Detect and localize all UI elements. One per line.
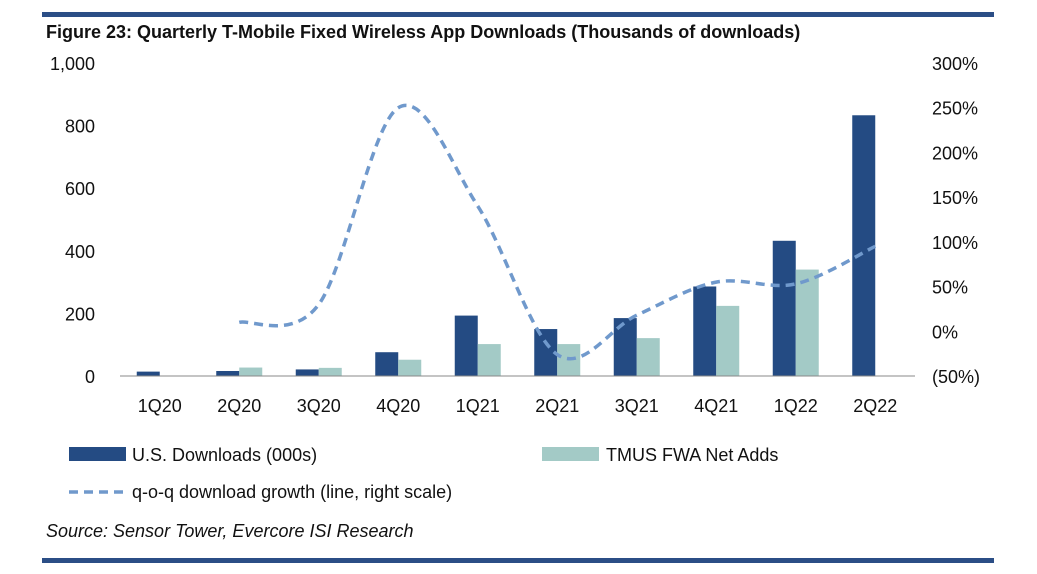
x-tick-label: 4Q20 (376, 396, 420, 416)
downloads-bar (216, 370, 240, 376)
net-adds-bar (239, 367, 263, 376)
y-left-tick-label: 600 (65, 179, 95, 199)
source-note: Source: Sensor Tower, Evercore ISI Resea… (46, 521, 414, 541)
net-adds-bar (477, 344, 501, 376)
net-adds-bar (398, 359, 422, 376)
x-tick-label: 3Q21 (615, 396, 659, 416)
y-right-tick-label: 200% (932, 143, 978, 163)
y-left-tick-label: 200 (65, 304, 95, 324)
legend-label-growth: q-o-q download growth (line, right scale… (132, 482, 452, 502)
x-tick-label: 2Q20 (217, 396, 261, 416)
net-adds-bar (716, 305, 740, 376)
y-right-tick-label: 300% (932, 54, 978, 74)
top-rule (42, 12, 994, 17)
x-tick-label: 2Q21 (535, 396, 579, 416)
net-adds-bar (636, 338, 660, 376)
y-right-tick-label: 150% (932, 188, 978, 208)
y-right-tick-label: (50%) (932, 367, 980, 387)
downloads-bar (852, 115, 876, 377)
y-right-tick-label: 0% (932, 322, 958, 342)
x-tick-label: 1Q22 (774, 396, 818, 416)
chart-title: Figure 23: Quarterly T-Mobile Fixed Wire… (46, 22, 801, 42)
y-left-tick-label: 0 (85, 367, 95, 387)
bottom-rule (42, 558, 994, 563)
downloads-bar (772, 240, 796, 376)
x-tick-label: 4Q21 (694, 396, 738, 416)
net-adds-bar (318, 367, 342, 376)
net-adds-bar (795, 269, 819, 376)
downloads-bar (375, 352, 399, 376)
legend-swatch-net-adds (542, 447, 599, 461)
downloads-bar (693, 286, 717, 376)
x-tick-label: 3Q20 (297, 396, 341, 416)
downloads-bar (295, 369, 319, 376)
downloads-bar (613, 318, 637, 376)
y-left-tick-label: 1,000 (50, 54, 95, 74)
x-tick-label: 1Q21 (456, 396, 500, 416)
downloads-bar (136, 371, 160, 376)
legend-label-net-adds: TMUS FWA Net Adds (606, 445, 778, 465)
x-tick-label: 1Q20 (138, 396, 182, 416)
y-right-tick-label: 100% (932, 233, 978, 253)
downloads-bar (534, 329, 558, 376)
y-right-tick-label: 250% (932, 99, 978, 119)
legend-swatch-downloads (69, 447, 126, 461)
downloads-bar (454, 315, 478, 376)
y-right-tick-label: 50% (932, 278, 968, 298)
x-tick-label: 2Q22 (853, 396, 897, 416)
y-left-tick-label: 800 (65, 117, 95, 137)
legend-label-downloads: U.S. Downloads (000s) (132, 445, 317, 465)
y-left-tick-label: 400 (65, 242, 95, 262)
